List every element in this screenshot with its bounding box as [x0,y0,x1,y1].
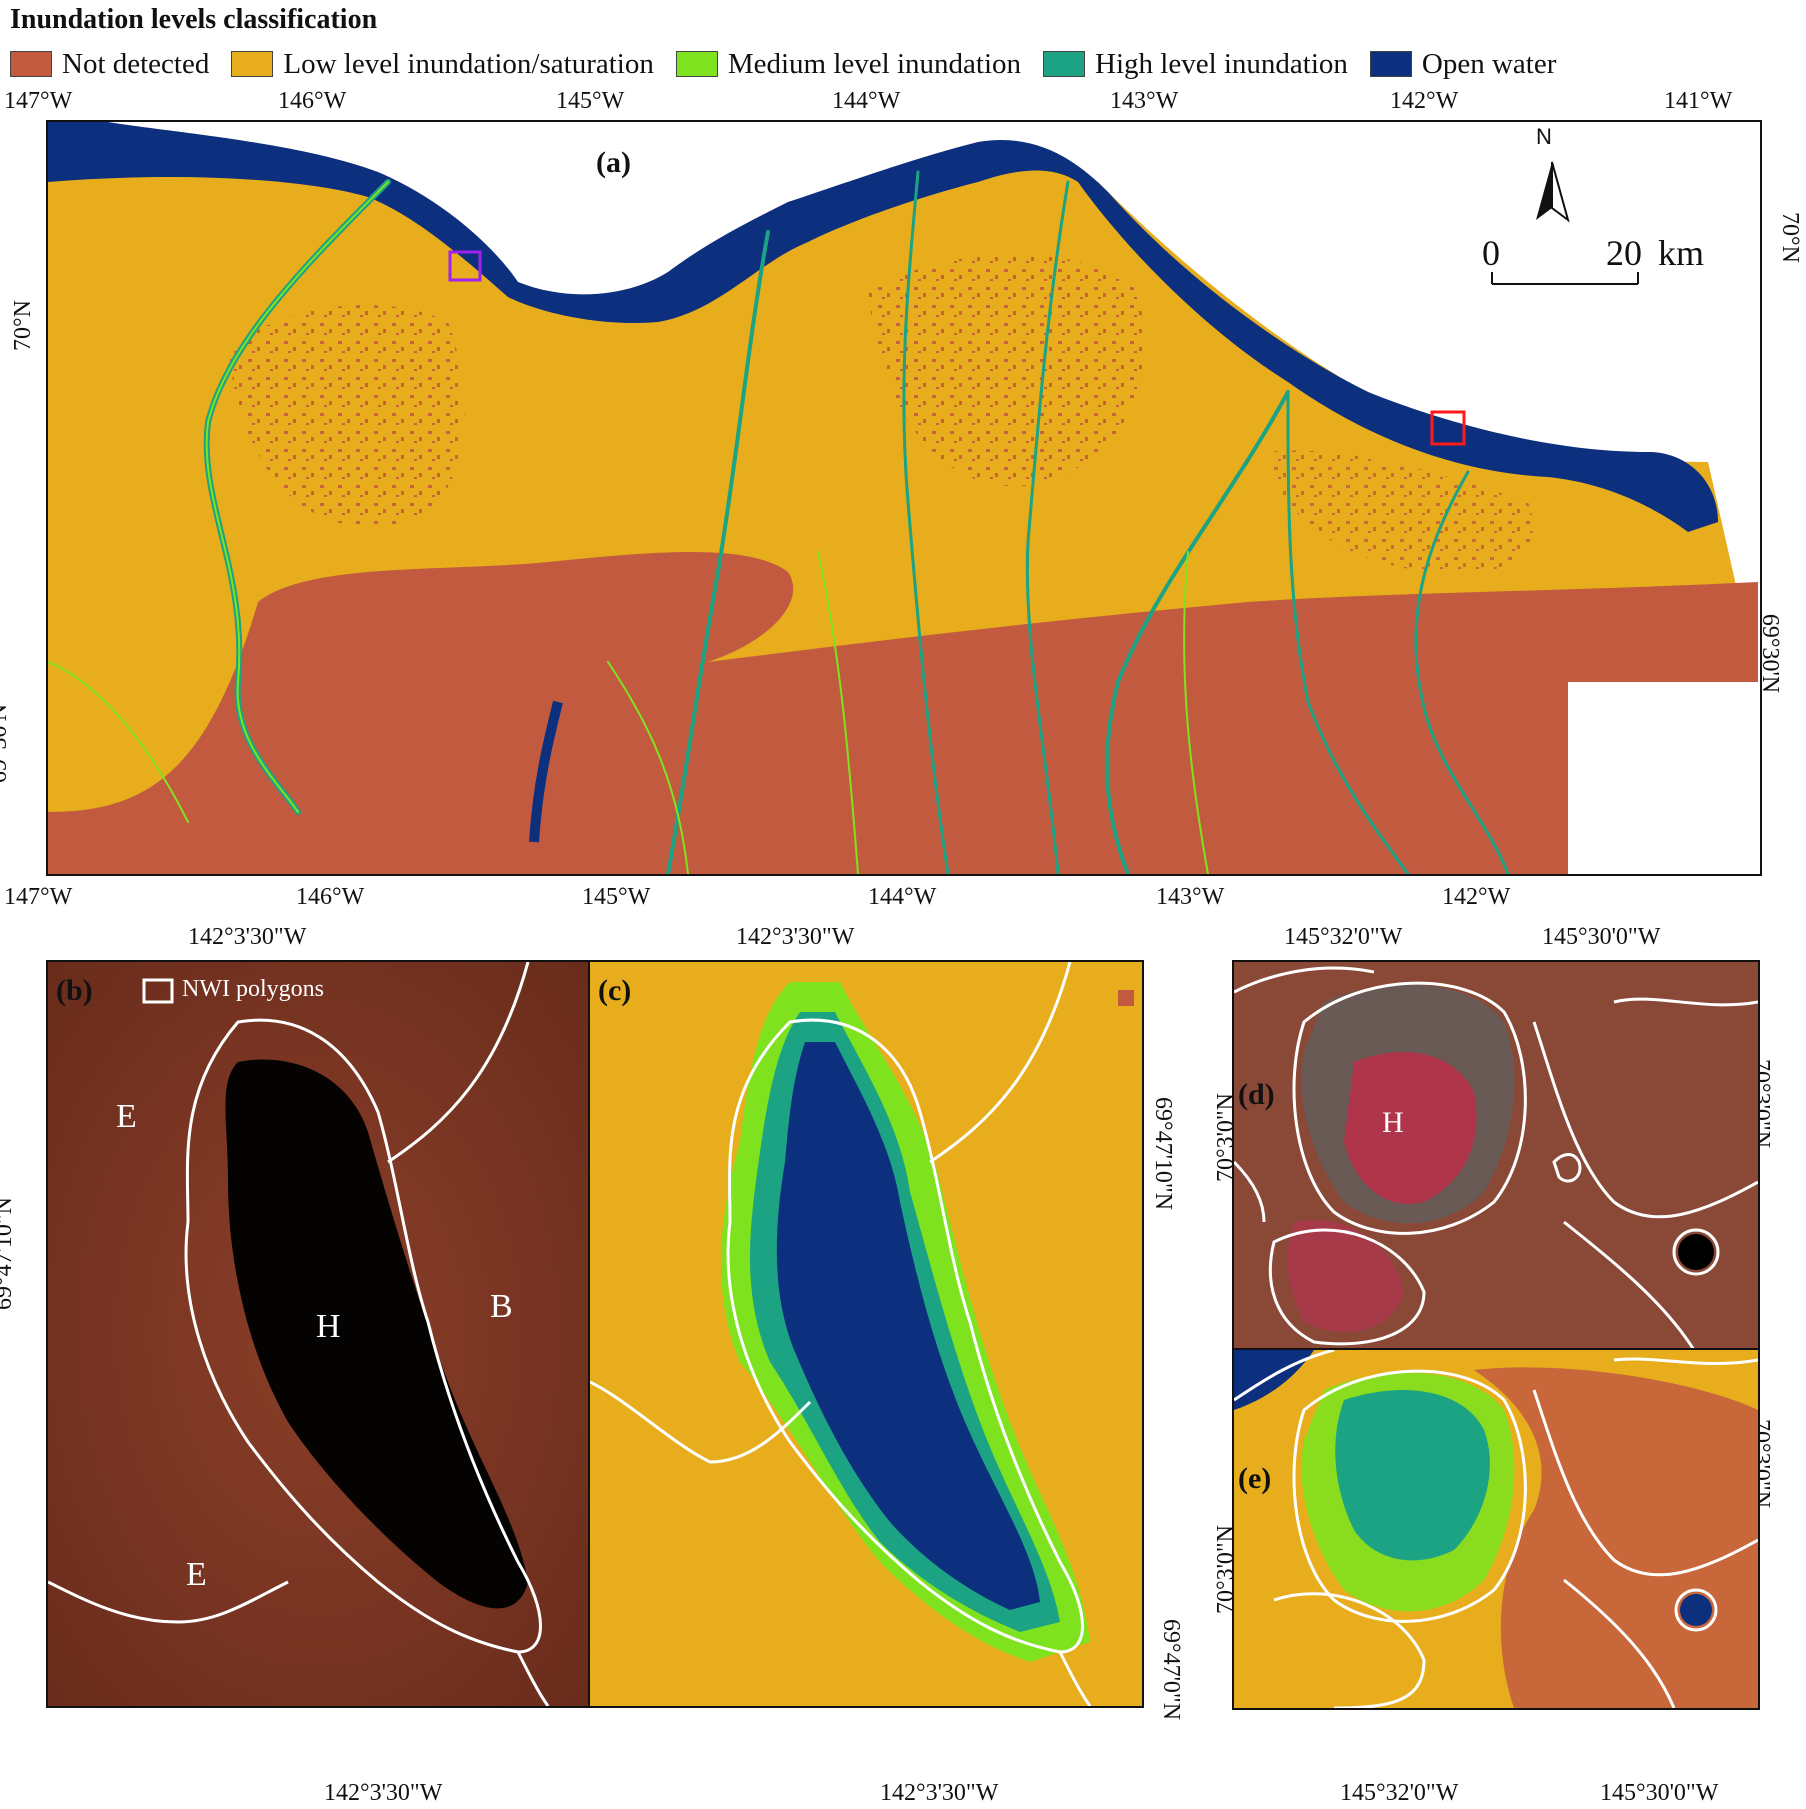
open-water-lake [776,1042,1040,1610]
panel-e-bottom-tick: 145°30'0"W [1600,1780,1719,1806]
legend-swatch [231,51,274,77]
panel-d-label: (d) [1238,1078,1275,1111]
panel-c-map: (c) [588,960,1144,1708]
panel-c-top-tick: 142°3'30"W [736,924,855,950]
legend: Not detected Low level inundation/satura… [10,44,1578,84]
north-arrow-icon [1536,161,1570,223]
panel-e-label: (e) [1238,1462,1272,1495]
legend-swatch [675,51,718,77]
lon-tick: 146°W [278,88,347,114]
legend-item-open-water: Open water [1369,47,1557,81]
panel-c-bottom-tick: 142°3'30"W [880,1780,999,1806]
nwi-polygons-e [1234,1350,1758,1708]
legend-swatch [10,51,52,77]
nwi-polygons-d [1234,966,1758,1350]
not-detected-marker [1118,990,1134,1006]
panel-b-svg [48,962,588,1706]
zone-label: E [186,1556,207,1593]
zone-label: E [116,1098,137,1135]
scale-zero: 0 [1482,233,1500,273]
legend-label: Low level inundation/saturation [283,47,654,80]
nwi-polygons-c [590,962,1092,1706]
panel-e-bottom-tick: 145°32'0"W [1340,1780,1459,1806]
legend-item-medium: Medium level inundation [675,47,1022,81]
legend-label: Medium level inundation [727,47,1022,80]
panel-d-image: (d) H [1232,960,1760,1352]
panel-d-svg [1234,962,1758,1350]
panel-c-right-tick-bottom: 69°47'0"N [1158,1618,1185,1721]
lon-tick: 142°W [1390,88,1459,114]
panel-b-left-tick: 69°47'10"N [0,1196,18,1311]
inset-box-red [1430,410,1466,446]
panel-a-svg [48,122,1760,874]
panel-d-top-tick: 145°32'0"W [1284,924,1403,950]
legend-swatch [1043,51,1086,77]
panel-b-top-tick: 142°3'30"W [188,924,307,950]
zone-label: H [316,1308,341,1345]
lat-tick: 69°30'N [0,703,13,784]
open-water-coast [48,122,1718,532]
legend-label: Not detected [62,47,210,80]
lon-tick: 144°W [868,884,937,910]
panel-a-label: (a) [596,146,631,179]
legend-item-low: Low level inundation/saturation [231,47,654,81]
inset-box-purple [448,250,482,282]
lon-tick: 146°W [296,884,365,910]
panel-c-right-tick-top: 69°47'10"N [1150,1096,1177,1211]
panel-e-map: (e) [1232,1348,1760,1710]
lon-tick: 147°W [4,884,73,910]
panel-c-svg [590,962,1142,1706]
legend-swatch [1369,51,1412,77]
panel-d-top-tick: 145°30'0"W [1542,924,1661,950]
lon-tick: 145°W [582,884,651,910]
lon-tick: 142°W [1442,884,1511,910]
scale-unit: km [1658,233,1705,273]
legend-label: High level inundation [1095,47,1348,80]
nwi-legend-label: NWI polygons [182,976,324,1002]
lon-tick: 143°W [1156,884,1225,910]
lat-tick: 70°N [1776,212,1803,263]
legend-label: Open water [1421,47,1557,80]
panel-e-svg [1234,1350,1758,1708]
panel-a-map: (a) N 0 20 km [46,120,1762,876]
zone-label: H [1382,1106,1404,1139]
not-detected-area [48,552,1758,874]
scale-bar [1491,272,1639,285]
north-label: N [1536,124,1552,149]
legend-item-not-detected: Not detected [10,48,209,81]
panel-b-image: (b) NWI polygons E H B E [46,960,590,1708]
lon-tick: 147°W [4,88,73,114]
lat-tick: 70°N [9,300,36,351]
streams [48,170,1510,874]
lon-tick: 145°W [556,88,625,114]
panel-b-label: (b) [56,974,93,1007]
zone-label: B [490,1288,513,1325]
scale-twenty: 20 [1606,233,1642,273]
legend-item-high: High level inundation [1043,48,1348,81]
legend-title: Inundation levels classification [10,4,378,35]
lon-tick: 143°W [1110,88,1179,114]
panel-b-bottom-tick: 142°3'30"W [324,1780,443,1806]
lon-tick: 141°W [1664,88,1733,114]
panel-c-label: (c) [598,974,632,1007]
lon-tick: 144°W [832,88,901,114]
nwi-legend-swatch [142,978,174,1004]
nwi-polygons [48,962,550,1706]
lake-shape [225,1059,528,1609]
